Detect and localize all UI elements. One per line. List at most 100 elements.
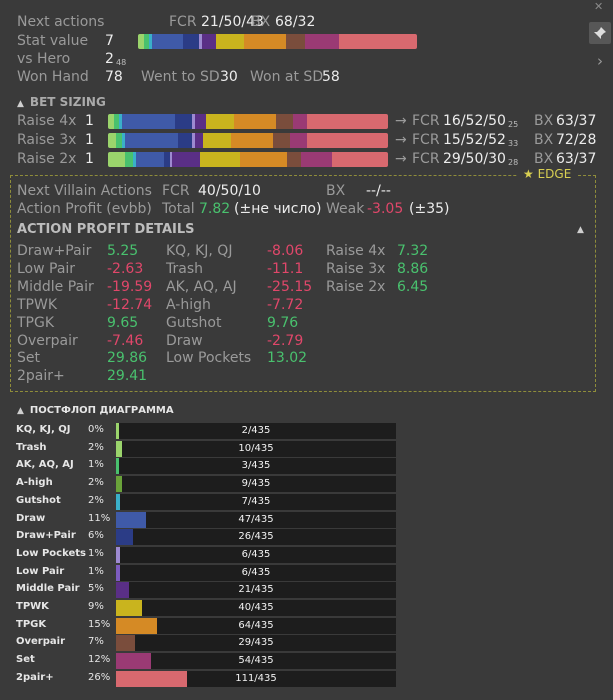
postflop-count: 3/435 [241, 460, 271, 472]
postflop-bar-track [116, 476, 396, 493]
postflop-count: 6/435 [241, 548, 271, 560]
bar-segment [108, 114, 114, 129]
bar-segment [200, 152, 240, 167]
postflop-header[interactable]: ▲ ПОСТФЛОП ДИАГРАММА [17, 405, 174, 416]
postflop-bar-track [116, 458, 396, 475]
raise-bx-label: BX [534, 132, 554, 148]
profit-value: 13.02 [267, 350, 308, 367]
bar-segment [285, 34, 306, 49]
bar-segment [108, 152, 125, 167]
star-icon: ★ [523, 167, 534, 181]
won-sd-value: 58 [322, 69, 340, 85]
postflop-row: Overpair 7% 29/435 [16, 635, 406, 652]
bar-segment [243, 34, 286, 49]
postflop-bar-fill [116, 653, 151, 670]
bar-segment [135, 152, 164, 167]
bar-segment [305, 34, 339, 49]
postflop-count: 40/435 [238, 602, 274, 613]
profit-value: -12.74 [107, 296, 153, 313]
fcr-label: FCR [169, 14, 197, 30]
bar-segment [194, 114, 206, 129]
chevron-up-icon[interactable]: ▲ [17, 406, 24, 416]
postflop-label: Draw [16, 512, 46, 524]
postflop-bar-fill [116, 458, 119, 475]
villain-fcr-label: FCR [162, 183, 190, 199]
profit-label: Middle Pair [17, 278, 94, 295]
postflop-pct: 1% [88, 565, 104, 577]
chevron-up-icon[interactable]: ▲ [577, 225, 584, 235]
weak-note: (±35) [409, 201, 450, 217]
postflop-pct: 9% [88, 601, 104, 612]
bar-segment [239, 152, 288, 167]
bar-segment [163, 152, 170, 167]
postflop-count: 47/435 [238, 513, 274, 525]
chevron-right-icon[interactable]: › [597, 52, 603, 70]
postflop-label: Set [16, 654, 35, 666]
details-title: ACTION PROFIT DETAILS [17, 222, 195, 237]
raise-fcr-label: FCR [412, 151, 440, 167]
profit-label: Raise 4x [326, 243, 386, 259]
profit-value: 6.45 [397, 278, 429, 295]
postflop-label: TPGK [16, 618, 47, 630]
bar-segment [275, 114, 293, 129]
profit-value: -2.79 [267, 332, 304, 349]
bar-segment [175, 114, 192, 129]
profit-value: 8.86 [397, 260, 429, 277]
profit-label: Overpair [17, 332, 78, 349]
postflop-bar-fill [116, 423, 119, 439]
postflop-pct: 6% [88, 530, 104, 542]
postflop-pct: 1% [88, 459, 104, 471]
postflop-bar-fill [116, 600, 142, 616]
profit-value: -2.63 [107, 260, 144, 277]
vs-hero-value: 2 [105, 51, 114, 67]
bar-segment [191, 114, 195, 129]
villain-bx-label: BX [326, 183, 346, 199]
bar-segment [289, 133, 307, 148]
close-icon[interactable]: ✕ [594, 0, 604, 13]
postflop-row: KQ, KJ, QJ 0% 2/435 [16, 423, 406, 440]
bar-segment [301, 152, 332, 167]
postflop-count: 7/435 [241, 495, 271, 507]
arrow-icon: → [395, 113, 407, 129]
raise-count: 1 [85, 113, 94, 129]
bx-value: 68/32 [275, 14, 316, 30]
raise-fcr-value: 29/50/30 [443, 151, 506, 167]
profit-label: Gutshot [166, 314, 222, 331]
stat-value-label: Stat value [17, 33, 89, 49]
bet-sizing-title: BET SIZING [29, 95, 106, 109]
postflop-bar-track [116, 440, 396, 457]
postflop-count: 111/435 [235, 672, 277, 684]
postflop-pct: 12% [88, 654, 111, 666]
profit-label: TPGK [17, 314, 55, 331]
bar-segment [121, 133, 125, 148]
postflop-bar-track [116, 600, 396, 616]
pin-icon[interactable] [589, 22, 611, 44]
postflop-row: Draw+Pair 6% 26/435 [16, 529, 406, 546]
raise-bx-label: BX [534, 151, 554, 167]
total-note: (±не число) [234, 201, 322, 217]
arrow-icon: → [395, 151, 407, 167]
postflop-pct: 2% [88, 477, 104, 489]
raise-bar [108, 133, 388, 148]
postflop-count: 9/435 [241, 478, 271, 490]
postflop-label: KQ, KJ, QJ [16, 424, 71, 435]
chevron-up-icon[interactable]: ▲ [17, 99, 24, 109]
profit-value: 29.86 [107, 350, 148, 367]
postflop-label: Gutshot [16, 494, 61, 506]
profit-value: -8.06 [267, 243, 304, 259]
bar-segment [143, 34, 150, 49]
postflop-label: TPWK [16, 601, 49, 612]
postflop-row: 2pair+ 26% 111/435 [16, 670, 406, 688]
bar-segment [287, 152, 302, 167]
profit-value: 29.41 [107, 368, 148, 385]
edge-badge[interactable]: ★ EDGE [517, 167, 578, 181]
bar-segment [108, 133, 117, 148]
bar-segment [191, 133, 195, 148]
won-hand-label: Won Hand [17, 69, 89, 85]
next-villain-label: Next Villain Actions [17, 183, 152, 199]
edge-label: EDGE [537, 167, 572, 181]
raise-label: Raise 4x [17, 113, 77, 129]
profit-value: 9.65 [107, 314, 139, 331]
bet-sizing-header[interactable]: ▲ BET SIZING [17, 95, 106, 109]
postflop-title: ПОСТФЛОП ДИАГРАММА [29, 405, 174, 416]
